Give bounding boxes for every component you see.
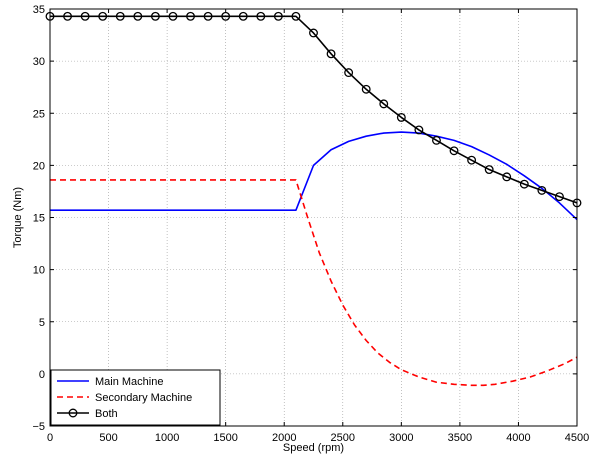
data-point bbox=[449, 146, 459, 156]
data-point bbox=[150, 11, 160, 21]
grid bbox=[50, 9, 577, 426]
data-point bbox=[98, 11, 108, 21]
y-tick-label: 20 bbox=[33, 160, 45, 172]
x-tick-label: 3500 bbox=[448, 432, 472, 444]
data-point bbox=[432, 135, 441, 145]
data-point bbox=[256, 11, 266, 21]
legend-item-both: Both bbox=[57, 408, 118, 420]
data-point bbox=[396, 112, 406, 122]
data-point bbox=[203, 11, 213, 21]
legend: Main Machine Secondary Machine Both bbox=[50, 369, 221, 426]
data-point bbox=[63, 11, 73, 21]
y-tick-label: 15 bbox=[33, 213, 45, 225]
data-point bbox=[115, 11, 125, 21]
y-tick-label: 25 bbox=[33, 108, 45, 120]
data-point bbox=[168, 11, 178, 21]
data-point bbox=[326, 49, 336, 59]
x-tick-label: 3000 bbox=[389, 432, 413, 444]
x-tick-label: 1500 bbox=[213, 432, 237, 444]
legend-item-secondary-machine: Secondary Machine bbox=[57, 392, 192, 404]
x-tick-label: 1000 bbox=[155, 432, 179, 444]
data-point bbox=[484, 165, 494, 174]
y-tick-label: −5 bbox=[32, 421, 45, 433]
x-tick-label: 4000 bbox=[506, 432, 530, 444]
data-point bbox=[344, 68, 354, 78]
x-tick-label: 2000 bbox=[272, 432, 296, 444]
series-main-machine bbox=[50, 131, 578, 221]
legend-marker bbox=[68, 408, 78, 418]
legend-label: Secondary Machine bbox=[95, 392, 192, 404]
legend-label: Main Machine bbox=[95, 376, 163, 388]
data-point bbox=[186, 11, 195, 21]
axis-ticks: 0 500 1000 1500 2000 2500 3000 3500 4000 4500−505… bbox=[32, 4, 589, 444]
data-point bbox=[309, 28, 318, 38]
x-tick-label: 500 bbox=[99, 432, 117, 444]
data-point bbox=[80, 11, 90, 21]
data-point bbox=[414, 125, 424, 135]
legend-item-main-machine: Main Machine bbox=[57, 376, 163, 388]
y-axis-title: Torque (Nm) bbox=[12, 187, 24, 248]
y-tick-label: 30 bbox=[33, 56, 45, 68]
series-line-both bbox=[50, 15, 578, 204]
y-tick-label: 5 bbox=[39, 317, 45, 329]
data-point bbox=[467, 155, 477, 165]
x-tick-label: 4500 bbox=[565, 432, 589, 444]
y-tick-label: 10 bbox=[33, 265, 45, 277]
data-point bbox=[519, 179, 529, 189]
x-axis-title: Speed (rpm) bbox=[283, 442, 344, 454]
data-point bbox=[273, 11, 283, 21]
data-point bbox=[238, 11, 248, 21]
x-tick-label: 2500 bbox=[331, 432, 355, 444]
data-point bbox=[291, 11, 301, 21]
data-point bbox=[379, 99, 389, 109]
y-tick-label: 0 bbox=[39, 369, 45, 381]
y-tick-label: 35 bbox=[33, 4, 45, 16]
plot-series bbox=[45, 11, 582, 387]
series-both bbox=[45, 11, 582, 208]
series-line-main-machine bbox=[50, 131, 578, 221]
legend-label: Both bbox=[95, 408, 118, 420]
x-tick-label: 0 bbox=[47, 432, 53, 444]
data-point bbox=[502, 172, 512, 182]
data-point bbox=[554, 192, 564, 202]
data-point bbox=[537, 185, 547, 195]
data-point bbox=[133, 11, 143, 21]
data-point bbox=[361, 84, 371, 94]
